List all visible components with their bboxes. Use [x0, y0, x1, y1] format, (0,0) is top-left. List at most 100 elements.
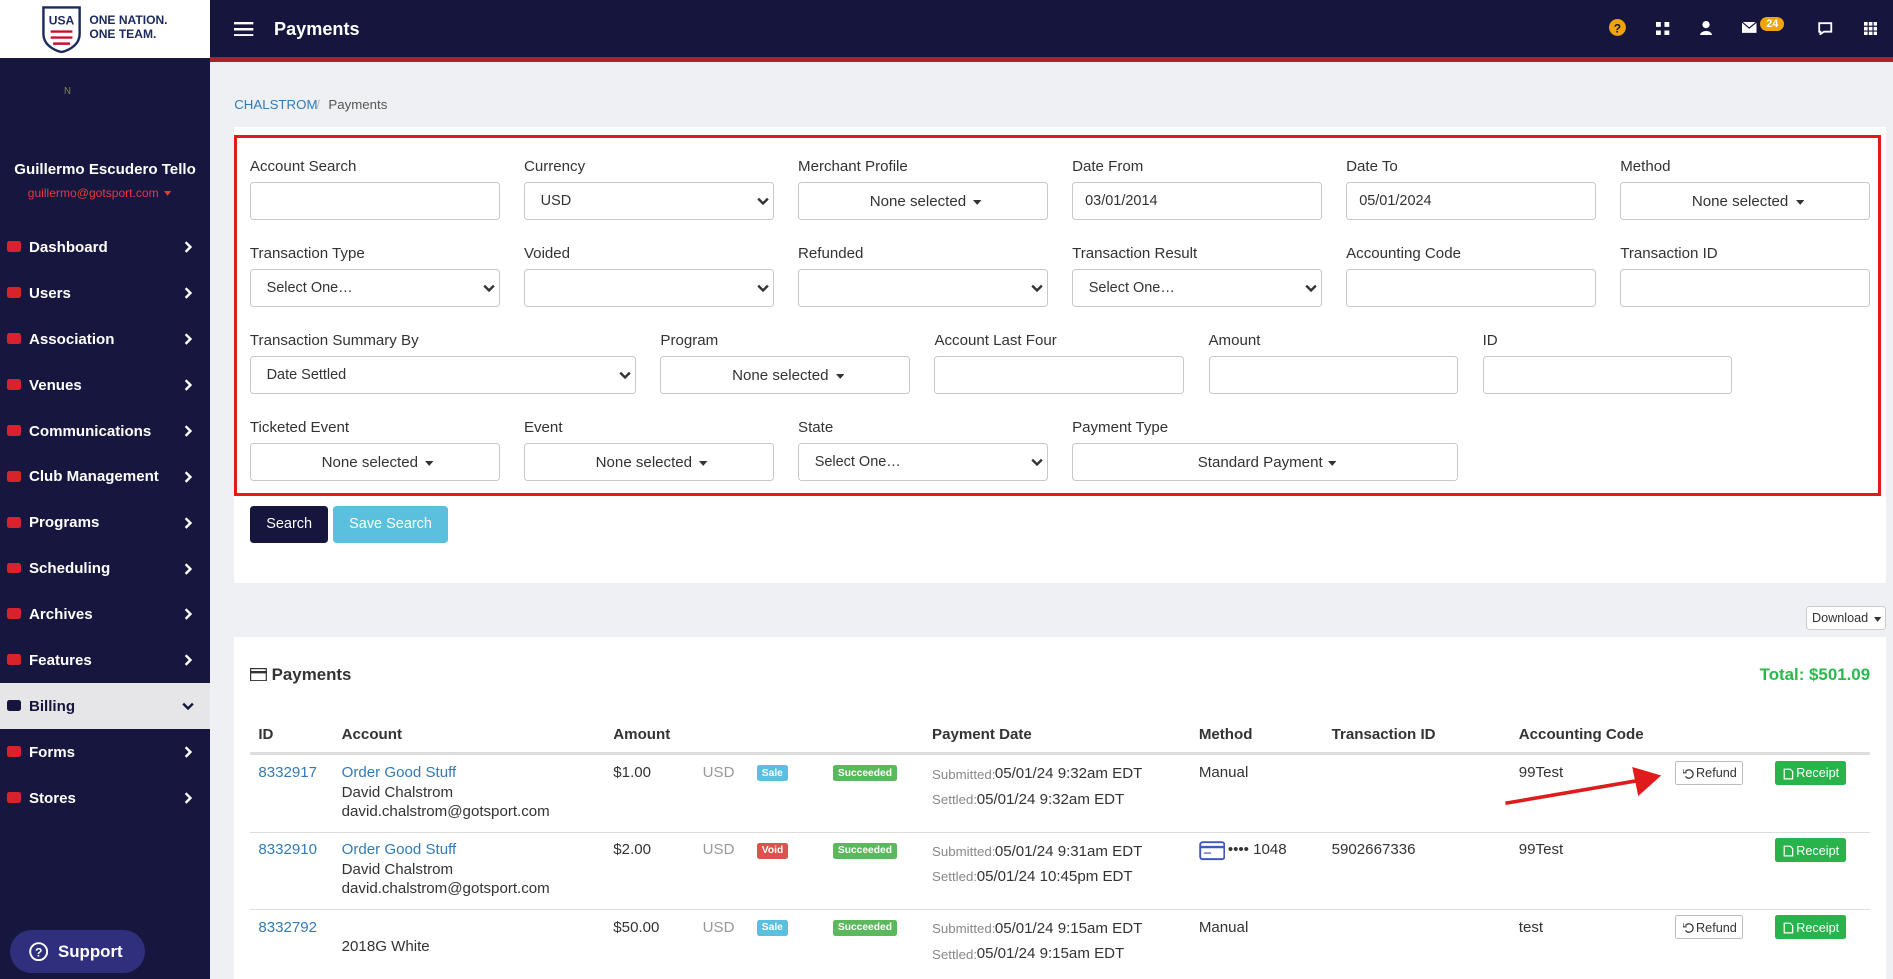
filter-text[interactable]: 05/01/2024 [1346, 182, 1597, 220]
filter-label: Transaction ID [1620, 245, 1718, 263]
nav-item[interactable]: Venues [0, 362, 210, 408]
filter-select[interactable]: Select One… [249, 269, 500, 307]
account-email: david.chalstrom@gotsport.com [341, 802, 550, 820]
user-email[interactable]: guillermo@gotsport.com [27, 185, 159, 200]
nav-icon [7, 287, 21, 299]
nav-label: Stores [28, 789, 76, 807]
nav-item[interactable]: Users [0, 270, 210, 316]
filter-text[interactable] [1620, 269, 1871, 307]
caret [1795, 200, 1804, 206]
filter-label: Program [660, 332, 719, 349]
submitted-label: Submitted: [932, 921, 996, 937]
status-badge: Succeeded [833, 765, 897, 782]
qr-icon[interactable] [1656, 21, 1670, 35]
chevron [1031, 285, 1043, 293]
account-link[interactable]: Order Good Stuff [341, 764, 457, 782]
accounting-code: test [1518, 918, 1544, 936]
mail-badge: 24 [1760, 16, 1785, 32]
filter-text[interactable] [934, 356, 1185, 394]
filter-text[interactable]: 03/01/2014 [1072, 182, 1322, 220]
chevron [185, 379, 193, 391]
filter-text[interactable] [1482, 356, 1733, 394]
user-name: Guillermo Escudero Tello [14, 160, 196, 178]
logo-text: ONE TEAM. [89, 26, 157, 41]
chat-icon[interactable] [1818, 22, 1833, 35]
filter-select[interactable]: Date Settled [249, 356, 637, 394]
settled-label: Settled: [932, 946, 978, 962]
save-search-button[interactable]: Save Search [333, 505, 448, 544]
search-button[interactable]: Search [249, 505, 329, 544]
nav-item[interactable]: Club Management [0, 454, 210, 500]
filter-select[interactable]: USD [523, 182, 774, 220]
receipt-button[interactable]: Receipt [1774, 915, 1846, 940]
mail-icon[interactable] [1742, 21, 1757, 33]
filter-label: Merchant Profile [798, 158, 908, 176]
settled: 05/01/24 9:32am EDT [976, 790, 1125, 808]
filter-label: Payment Type [1072, 418, 1169, 436]
nav-item[interactable]: Scheduling [0, 546, 210, 592]
support-button[interactable]: ? Support [9, 929, 145, 974]
amount: $2.00 [613, 841, 652, 859]
filter-text[interactable] [1208, 356, 1459, 394]
filter-text[interactable] [1346, 269, 1597, 307]
nav-item[interactable]: Stores [0, 775, 210, 821]
nav-item[interactable]: Communications [0, 408, 210, 454]
payment-id[interactable]: 8332917 [258, 764, 318, 782]
button-label: Refund [1696, 920, 1737, 935]
receipt-button[interactable]: Receipt [1774, 837, 1846, 862]
filter-multiselect[interactable]: None selected [798, 182, 1048, 220]
filter-select[interactable] [523, 269, 774, 307]
avatar: N [63, 85, 71, 97]
top-bar-stripe [210, 56, 1893, 62]
nav-icon [7, 470, 21, 482]
nav-label: Forms [28, 743, 76, 761]
filter-multiselect[interactable]: None selected [1620, 182, 1871, 220]
menu-toggle[interactable] [234, 21, 254, 37]
currency: USD [702, 918, 735, 936]
nav-label: Association [28, 330, 115, 348]
nav-item[interactable]: Programs [0, 500, 210, 546]
receipt-button[interactable]: Receipt [1774, 760, 1846, 785]
filter-value: None selected [732, 366, 829, 384]
filter-multiselect[interactable]: None selected [523, 443, 774, 481]
nav-icon [7, 654, 21, 666]
support-icon: ? [29, 941, 49, 961]
breadcrumb-link[interactable]: CHALSTROM [234, 96, 318, 112]
transaction-id: 5902667336 [1331, 841, 1416, 859]
nav-item[interactable]: Dashboard [0, 225, 210, 271]
filter-multiselect[interactable]: None selected [249, 443, 500, 481]
filter-multiselect[interactable]: None selected [660, 356, 911, 394]
nav-item[interactable]: Forms [0, 729, 210, 775]
filter-select[interactable]: Select One… [798, 443, 1048, 481]
filter-label: Refunded [798, 245, 864, 263]
nav-icon [7, 333, 21, 345]
nav-item[interactable]: Archives [0, 592, 210, 638]
accounting-code: 99Test [1518, 841, 1564, 859]
nav-label: Users [28, 284, 71, 302]
filter-select[interactable] [798, 269, 1048, 307]
filter-text[interactable] [249, 182, 500, 220]
refund-button[interactable]: Refund [1674, 760, 1744, 785]
payment-id[interactable]: 8332792 [258, 918, 318, 936]
nav-label: Scheduling [28, 560, 111, 578]
user-icon[interactable] [1699, 20, 1712, 35]
apps-icon[interactable] [1864, 21, 1878, 35]
column-header: Account [341, 725, 402, 743]
filter-label: Date From [1072, 158, 1144, 176]
nav-label: Communications [28, 422, 152, 440]
filter-multiselect[interactable]: Standard Payment [1072, 443, 1459, 481]
nav-icon [7, 791, 21, 803]
account-link[interactable]: Order Good Stuff [341, 841, 457, 859]
filter-select[interactable]: Select One… [1072, 269, 1322, 307]
refund-button[interactable]: Refund [1674, 915, 1744, 940]
chevron [185, 425, 193, 437]
payment-id[interactable]: 8332910 [258, 841, 318, 859]
nav-item[interactable]: Billing [0, 683, 211, 730]
download-button[interactable]: Download [1806, 606, 1886, 631]
annotation-arrow [1505, 766, 1662, 805]
chevron [185, 471, 193, 483]
nav-item[interactable]: Features [0, 637, 210, 683]
help-icon[interactable]: ? [1609, 19, 1627, 37]
nav-item[interactable]: Association [0, 316, 210, 362]
button-label: Receipt [1796, 766, 1840, 781]
